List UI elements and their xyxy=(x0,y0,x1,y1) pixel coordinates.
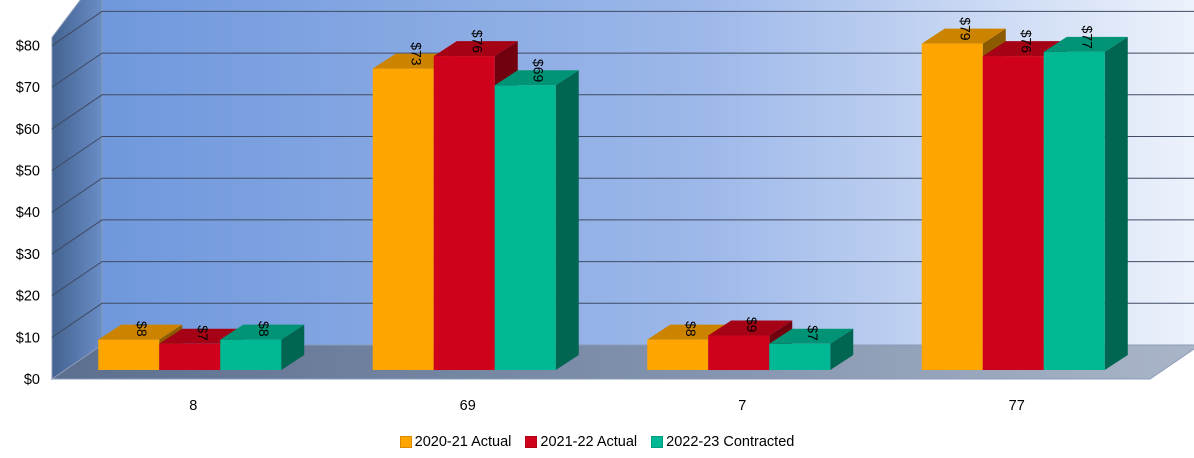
data-label: $8 xyxy=(256,321,272,337)
bar-top xyxy=(98,324,183,340)
bar-front xyxy=(708,335,770,370)
bar-side xyxy=(1104,36,1128,370)
bar-front xyxy=(769,343,831,370)
bar-front xyxy=(159,343,221,370)
bar xyxy=(769,328,854,370)
y-tick-label: $50 xyxy=(16,164,40,180)
y-tick-label: $60 xyxy=(16,122,40,138)
x-tick-label: 7 xyxy=(738,398,746,414)
bar-front xyxy=(921,43,983,370)
data-label: $7 xyxy=(195,325,211,341)
bar xyxy=(1043,36,1128,370)
gridline xyxy=(51,177,1194,213)
legend-label-2021-22: 2021-22 Actual xyxy=(540,434,638,450)
bar xyxy=(220,324,305,370)
bar-side xyxy=(281,324,305,370)
legend-item-2022-23: 2022-23 Contracted xyxy=(651,434,794,450)
legend-swatch-2021-22 xyxy=(525,436,538,448)
data-label: $73 xyxy=(408,42,424,66)
gridline xyxy=(51,10,1194,46)
data-label: $8 xyxy=(683,321,699,337)
gridline xyxy=(51,136,1194,171)
y-tick-label: $80 xyxy=(16,38,40,54)
bar-front xyxy=(647,339,709,370)
bar-front xyxy=(372,68,434,370)
legend-item-2021-22: 2021-22 Actual xyxy=(525,434,637,450)
bar-top xyxy=(708,320,793,336)
data-label: $7 xyxy=(805,325,821,341)
chart-floor xyxy=(50,344,1194,380)
bar-side xyxy=(830,328,854,370)
gridline xyxy=(51,302,1194,338)
gridline xyxy=(51,261,1194,297)
y-tick-label: $20 xyxy=(16,289,40,305)
data-label: $76 xyxy=(1018,30,1034,54)
bar-top xyxy=(220,324,305,340)
y-tick-label: $40 xyxy=(16,205,40,221)
bar-top xyxy=(433,41,518,57)
bar-top xyxy=(1043,36,1128,52)
x-tick-label: 77 xyxy=(1009,398,1025,414)
y-tick-label: $70 xyxy=(16,80,40,96)
y-tick-label: $30 xyxy=(16,247,40,263)
bar-top xyxy=(769,328,854,344)
data-label: $79 xyxy=(957,17,973,41)
bar-front xyxy=(220,339,282,370)
x-tick-label: 69 xyxy=(460,398,476,414)
gridline xyxy=(51,94,1194,130)
y-tick-label: $10 xyxy=(16,330,40,346)
chart-side-wall xyxy=(51,0,103,380)
bar xyxy=(494,70,579,371)
data-label: $8 xyxy=(134,321,150,337)
legend-item-2020-21: 2020-21 Actual xyxy=(399,434,512,450)
legend-swatch-2020-21 xyxy=(399,436,412,448)
bar-top xyxy=(921,28,1006,44)
legend-label-2022-23: 2022-23 Contracted xyxy=(666,434,795,450)
x-tick-label: 8 xyxy=(189,398,197,414)
data-label: $69 xyxy=(530,59,546,83)
data-label: $76 xyxy=(469,30,485,54)
bar-front xyxy=(433,56,495,371)
gridline xyxy=(51,219,1194,255)
bar-side xyxy=(555,70,579,371)
y-tick-label: $0 xyxy=(24,372,40,388)
data-label: $9 xyxy=(744,317,760,333)
bar-front xyxy=(98,339,160,370)
legend: 2020-21 Actual 2021-22 Actual 2022-23 Co… xyxy=(0,434,1194,450)
bar-front xyxy=(1043,51,1105,370)
data-label: $77 xyxy=(1079,26,1095,50)
bar xyxy=(708,320,793,370)
bar-front xyxy=(494,85,556,371)
legend-label-2020-21: 2020-21 Actual xyxy=(414,434,512,450)
chart-plot: $8 $7 $8 $73 $76 $69 $8 $9 $7 $79 $76 $77 $0 $10 $20 $… xyxy=(16,0,1194,414)
gridline xyxy=(51,52,1194,88)
legend-swatch-2022-23 xyxy=(651,436,664,448)
bar-front xyxy=(982,56,1044,371)
bar-top xyxy=(494,70,579,86)
